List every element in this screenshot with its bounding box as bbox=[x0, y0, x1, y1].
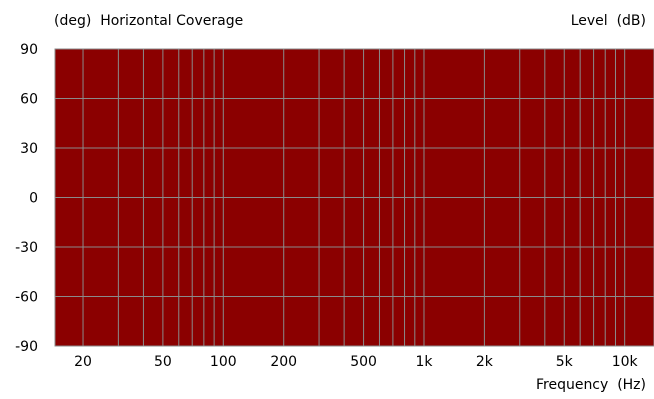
x-axis-label: Frequency (Hz) bbox=[536, 377, 646, 393]
y-tick-label: -90 bbox=[15, 339, 38, 355]
x-tick-label: 500 bbox=[350, 354, 377, 370]
y-tick-label: -60 bbox=[15, 290, 38, 306]
y-tick-label: 60 bbox=[20, 92, 38, 108]
x-tick-label: 100 bbox=[210, 354, 237, 370]
x-tick-label: 5k bbox=[556, 354, 574, 370]
x-tick-label: 20 bbox=[74, 354, 92, 370]
x-tick-label: 1k bbox=[415, 354, 433, 370]
x-tick-label: 10k bbox=[612, 354, 639, 370]
plot-frame bbox=[54, 48, 654, 347]
x-tick-label: 200 bbox=[270, 354, 297, 370]
y-tick-label: -30 bbox=[15, 240, 38, 256]
chart-title: (deg) Horizontal Coverage bbox=[54, 13, 243, 29]
x-tick-label: 2k bbox=[476, 354, 494, 370]
y-tick-label: 0 bbox=[29, 191, 38, 207]
y-tick-label: 30 bbox=[20, 141, 38, 157]
y-tick-label: 90 bbox=[20, 42, 38, 58]
x-axis-ticks: 20 50 100 200 500 1k 2k 5k 10k bbox=[74, 354, 638, 370]
level-label: Level (dB) bbox=[571, 13, 646, 29]
y-axis-ticks: 90 60 30 0 -30 -60 -90 bbox=[15, 42, 38, 355]
x-tick-label: 50 bbox=[154, 354, 172, 370]
